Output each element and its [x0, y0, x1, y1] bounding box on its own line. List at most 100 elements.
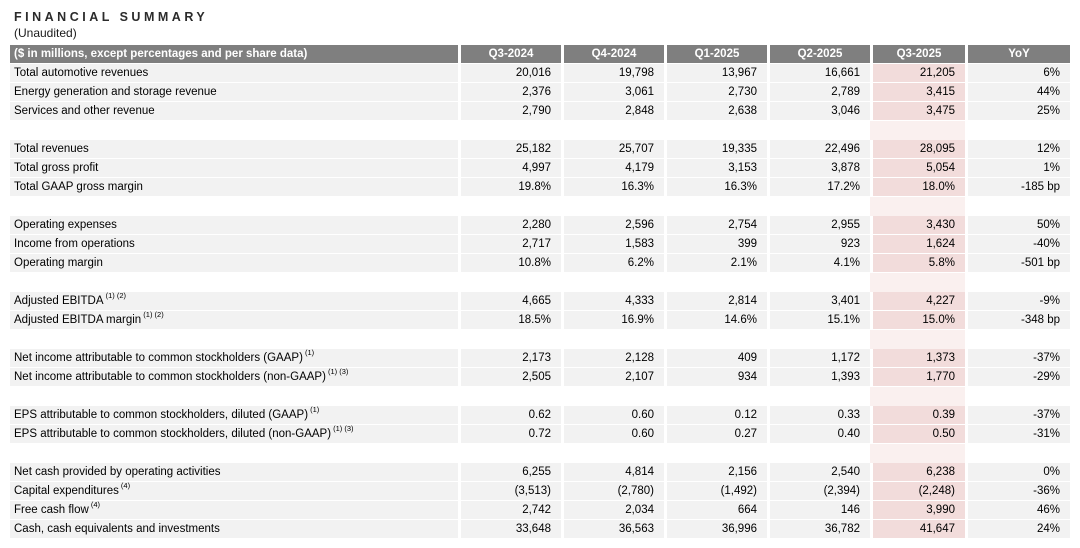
cell-value: 0.12	[664, 406, 767, 425]
table-row: Total GAAP gross margin 19.8% 16.3% 16.3% 17…	[10, 178, 1070, 197]
gap-cell	[965, 444, 1070, 463]
row-label: Total automotive revenues	[10, 64, 458, 83]
cell-value: 664	[664, 501, 767, 520]
cell-value: 0.40	[767, 425, 870, 444]
table-row: Services and other revenue 2,790 2,848 2,63…	[10, 102, 1070, 121]
gap-cell	[965, 273, 1070, 292]
gap-cell	[965, 330, 1070, 349]
cell-value-highlight: 21,205	[870, 64, 965, 83]
gap-cell	[767, 121, 870, 140]
cell-value: 2,128	[561, 349, 664, 368]
row-label: Net income attributable to common stockh…	[10, 368, 458, 387]
cell-value: 2,173	[458, 349, 561, 368]
row-label: Adjusted EBITDA (1) (2)	[10, 292, 458, 311]
table-row: Net cash provided by operating activitie…	[10, 463, 1070, 482]
cell-value: 13,967	[664, 64, 767, 83]
gap-cell-highlight	[870, 444, 965, 463]
cell-value: 4,665	[458, 292, 561, 311]
cell-value: 1,583	[561, 235, 664, 254]
footnote-reference: (1)	[308, 406, 320, 415]
row-label: Cash, cash equivalents and investments	[10, 520, 458, 539]
footnote-reference: (1) (3)	[331, 425, 354, 434]
cell-value: 146	[767, 501, 870, 520]
table-row: Adjusted EBITDA margin (1) (2) 18.5% 16.9%…	[10, 311, 1070, 330]
gap-cell	[10, 197, 458, 216]
cell-value: 3,878	[767, 159, 870, 178]
page-subtitle: (Unaudited)	[14, 26, 77, 40]
row-label: Operating expenses	[10, 216, 458, 235]
cell-value: -9%	[965, 292, 1070, 311]
gap-cell	[664, 197, 767, 216]
footnote-reference: (4)	[118, 482, 131, 491]
cell-value: 2,280	[458, 216, 561, 235]
row-label: EPS attributable to common stockholders,…	[10, 425, 458, 444]
row-label: Total revenues	[10, 140, 458, 159]
cell-value: 0.33	[767, 406, 870, 425]
cell-value: -37%	[965, 349, 1070, 368]
cell-value: 46%	[965, 501, 1070, 520]
cell-value: 2,505	[458, 368, 561, 387]
cell-value-highlight: 4,227	[870, 292, 965, 311]
gap-cell	[10, 444, 458, 463]
gap-cell	[458, 387, 561, 406]
cell-value: 36,996	[664, 520, 767, 539]
cell-value: 2,156	[664, 463, 767, 482]
gap-cell	[561, 330, 664, 349]
cell-value: 18.5%	[458, 311, 561, 330]
cell-value: 6%	[965, 64, 1070, 83]
cell-value: 22,496	[767, 140, 870, 159]
cell-value: 6.2%	[561, 254, 664, 273]
cell-value-highlight: 28,095	[870, 140, 965, 159]
cell-value-highlight: 0.39	[870, 406, 965, 425]
row-label: Free cash flow (4)	[10, 501, 458, 520]
cell-value: (2,780)	[561, 482, 664, 501]
cell-value: 409	[664, 349, 767, 368]
table-header: ($ in millions, except percentages and p…	[10, 45, 1070, 64]
cell-value: 2,955	[767, 216, 870, 235]
cell-value-highlight: 3,430	[870, 216, 965, 235]
table-units-caption: ($ in millions, except percentages and p…	[10, 45, 458, 64]
cell-value: 19,798	[561, 64, 664, 83]
cell-value: 2,754	[664, 216, 767, 235]
cell-value: 2,034	[561, 501, 664, 520]
cell-value: 399	[664, 235, 767, 254]
section-gap-row	[10, 273, 1070, 292]
gap-cell	[10, 387, 458, 406]
cell-value: 2,107	[561, 368, 664, 387]
cell-value: 0%	[965, 463, 1070, 482]
cell-value: 14.6%	[664, 311, 767, 330]
row-label: Net income attributable to common stockh…	[10, 349, 458, 368]
cell-value-highlight: (2,248)	[870, 482, 965, 501]
gap-cell	[458, 197, 561, 216]
cell-value: 6,255	[458, 463, 561, 482]
row-label: Adjusted EBITDA margin (1) (2)	[10, 311, 458, 330]
cell-value: 1%	[965, 159, 1070, 178]
gap-cell	[767, 444, 870, 463]
cell-value: 25%	[965, 102, 1070, 121]
gap-cell	[664, 444, 767, 463]
cell-value: 2,717	[458, 235, 561, 254]
cell-value: 3,046	[767, 102, 870, 121]
gap-cell	[965, 121, 1070, 140]
table-row: Capital expenditures (4) (3,513) (2,780) (1…	[10, 482, 1070, 501]
cell-value: 2,540	[767, 463, 870, 482]
gap-cell	[458, 121, 561, 140]
page-title: FINANCIAL SUMMARY	[14, 10, 209, 24]
cell-value: 0.62	[458, 406, 561, 425]
gap-cell	[767, 330, 870, 349]
gap-cell-highlight	[870, 273, 965, 292]
cell-value: 24%	[965, 520, 1070, 539]
cell-value: 4,179	[561, 159, 664, 178]
gap-cell	[458, 330, 561, 349]
cell-value: 16.3%	[664, 178, 767, 197]
gap-cell	[767, 197, 870, 216]
gap-cell	[561, 197, 664, 216]
cell-value-highlight: 5.8%	[870, 254, 965, 273]
cell-value: 0.60	[561, 425, 664, 444]
row-label: Energy generation and storage revenue	[10, 83, 458, 102]
section-gap-row	[10, 197, 1070, 216]
footnote-reference: (1) (3)	[325, 368, 349, 377]
cell-value-highlight: 1,373	[870, 349, 965, 368]
gap-cell	[664, 121, 767, 140]
